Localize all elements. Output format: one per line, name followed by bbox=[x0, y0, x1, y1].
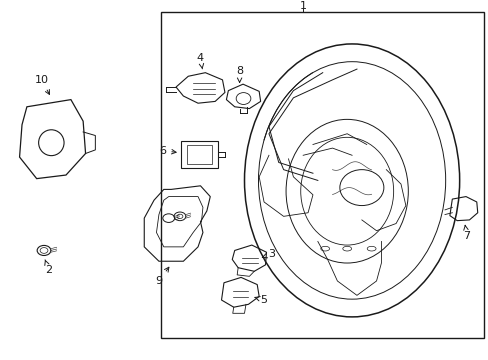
Text: 2: 2 bbox=[45, 260, 52, 275]
Text: 3: 3 bbox=[262, 249, 274, 259]
Text: 9: 9 bbox=[155, 267, 168, 286]
Text: 6: 6 bbox=[159, 145, 176, 156]
Bar bbox=[186, 145, 212, 163]
Bar bbox=[181, 141, 217, 168]
Text: 10: 10 bbox=[35, 75, 49, 94]
Text: 7: 7 bbox=[463, 225, 469, 241]
Text: 8: 8 bbox=[236, 66, 243, 82]
Bar bbox=[161, 12, 483, 338]
Text: 5: 5 bbox=[254, 295, 267, 305]
Text: 4: 4 bbox=[197, 53, 203, 69]
Text: 1: 1 bbox=[299, 1, 306, 11]
